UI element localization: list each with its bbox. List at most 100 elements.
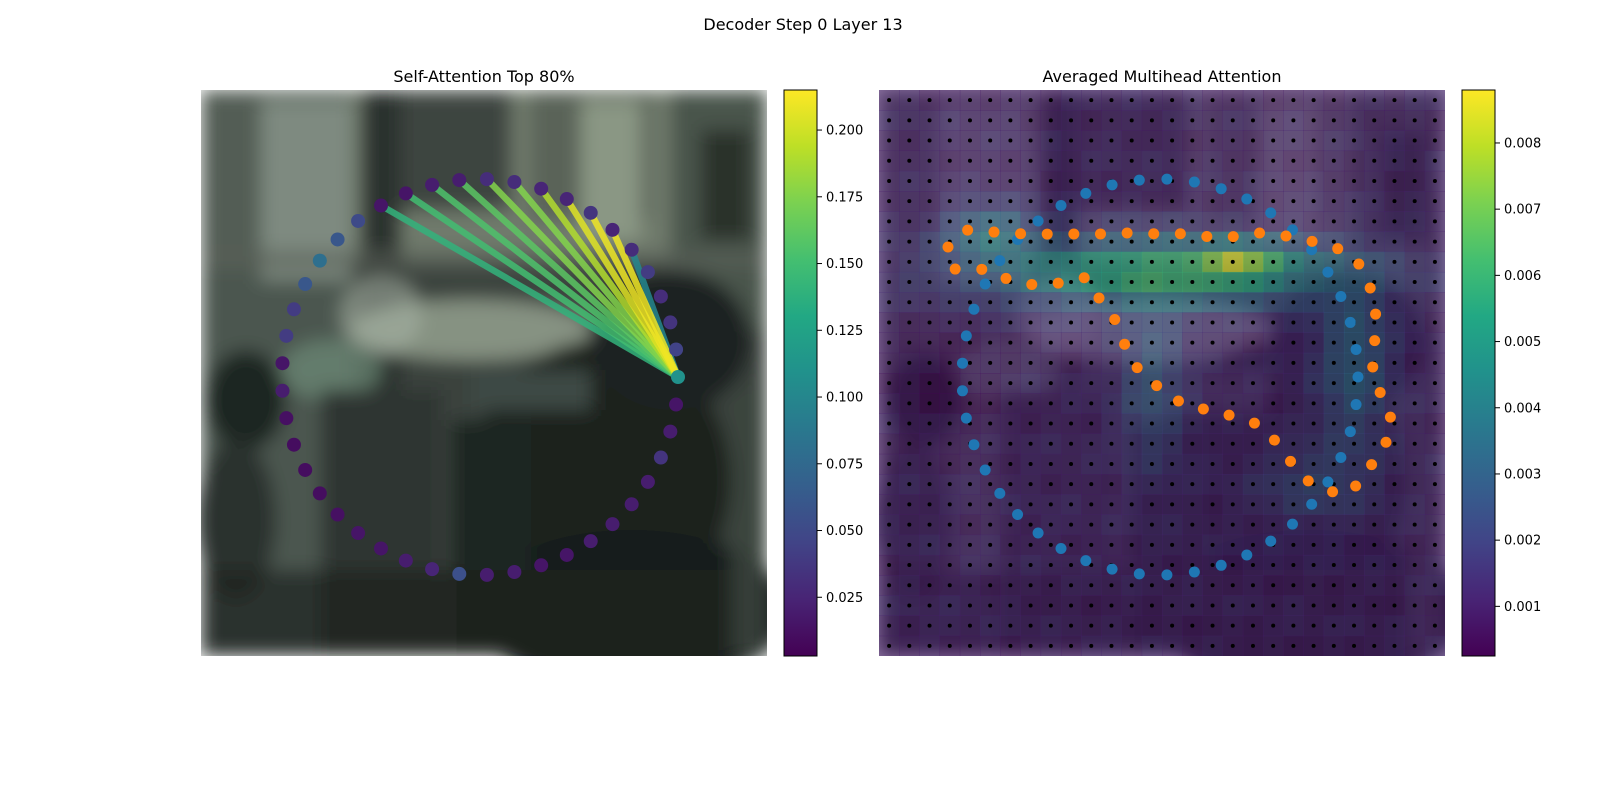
grid-point xyxy=(967,219,972,224)
sampling-point xyxy=(1350,480,1362,492)
grid-point xyxy=(947,563,952,568)
grid-point xyxy=(1149,98,1154,103)
colorbar-tick-label: 0.004 xyxy=(1504,401,1541,416)
grid-point xyxy=(947,158,952,163)
grid-point xyxy=(1170,360,1175,365)
sampling-point xyxy=(942,241,954,253)
grid-point xyxy=(1170,623,1175,628)
grid-point xyxy=(1352,280,1357,285)
grid-point xyxy=(1170,421,1175,426)
grid-point xyxy=(1170,563,1175,568)
grid-point xyxy=(1352,563,1357,568)
grid-point xyxy=(1109,381,1114,386)
grid-point xyxy=(1089,401,1094,406)
reference-point xyxy=(994,255,1006,267)
polygon-vertex xyxy=(559,547,574,562)
sampling-point xyxy=(1254,227,1266,239)
grid-point xyxy=(1129,219,1134,224)
colorbar-tick-label: 0.003 xyxy=(1504,467,1541,482)
grid-point xyxy=(1089,138,1094,143)
grid-point xyxy=(907,259,912,264)
grid-point xyxy=(1311,401,1316,406)
grid-point xyxy=(887,421,892,426)
grid-point xyxy=(1048,158,1053,163)
sampling-point xyxy=(988,226,1000,238)
grid-point xyxy=(1271,239,1276,244)
grid-point xyxy=(1028,603,1033,608)
grid-point xyxy=(1291,563,1296,568)
grid-point xyxy=(1271,98,1276,103)
grid-point xyxy=(927,401,932,406)
grid-point xyxy=(1149,461,1154,466)
grid-point xyxy=(1190,320,1195,325)
grid-point xyxy=(1190,199,1195,204)
sampling-point xyxy=(949,263,961,275)
grid-point xyxy=(1230,138,1235,143)
grid-point xyxy=(1069,563,1074,568)
grid-point xyxy=(1170,280,1175,285)
grid-point xyxy=(1190,239,1195,244)
grid-point xyxy=(1331,461,1336,466)
grid-point xyxy=(1291,239,1296,244)
grid-point xyxy=(967,482,972,487)
grid-point xyxy=(1271,482,1276,487)
grid-point xyxy=(1392,522,1397,527)
grid-point xyxy=(1069,643,1074,648)
grid-point xyxy=(1028,199,1033,204)
sampling-point xyxy=(1369,335,1381,347)
reference-point xyxy=(1352,371,1364,383)
reference-point xyxy=(1350,399,1362,411)
sampling-point xyxy=(1374,387,1386,399)
grid-point xyxy=(1412,623,1417,628)
grid-point xyxy=(1331,643,1336,648)
grid-point xyxy=(988,603,993,608)
reference-point xyxy=(968,439,980,451)
grid-point xyxy=(1250,603,1255,608)
grid-point xyxy=(1271,360,1276,365)
grid-point xyxy=(1008,482,1013,487)
grid-point xyxy=(1129,320,1134,325)
right-colorbar: 0.001 0.002 0.003 0.004 0.005 0.006 0.007 0.008 xyxy=(1461,89,1541,657)
reference-point xyxy=(1188,176,1200,188)
grid-point xyxy=(988,421,993,426)
grid-point xyxy=(1432,421,1437,426)
polygon-vertex xyxy=(275,356,290,371)
grid-point xyxy=(1250,259,1255,264)
sampling-point xyxy=(1000,272,1012,284)
grid-point xyxy=(1311,199,1316,204)
figure-title: Decoder Step 0 Layer 13 xyxy=(703,15,902,34)
grid-point xyxy=(887,158,892,163)
grid-point xyxy=(1331,401,1336,406)
polygon-vertex xyxy=(605,517,620,532)
grid-point xyxy=(1230,482,1235,487)
grid-point xyxy=(1129,98,1134,103)
reference-point xyxy=(1106,179,1118,191)
grid-point xyxy=(887,482,892,487)
grid-point xyxy=(907,98,912,103)
grid-point xyxy=(1170,583,1175,588)
sampling-point xyxy=(1121,227,1133,239)
grid-point xyxy=(967,563,972,568)
grid-point xyxy=(1089,360,1094,365)
sampling-point xyxy=(1119,338,1131,350)
grid-point xyxy=(1028,320,1033,325)
grid-point xyxy=(1271,563,1276,568)
reference-point xyxy=(960,330,972,342)
colorbar-tick-label: 0.075 xyxy=(826,457,863,472)
grid-point xyxy=(1089,158,1094,163)
grid-point xyxy=(1170,98,1175,103)
grid-point xyxy=(1271,118,1276,123)
polygon-vertex xyxy=(624,497,639,512)
grid-point xyxy=(1109,98,1114,103)
grid-point xyxy=(947,461,952,466)
grid-point xyxy=(1250,320,1255,325)
grid-point xyxy=(1129,340,1134,345)
grid-point xyxy=(1109,421,1114,426)
grid-point xyxy=(1392,118,1397,123)
grid-point xyxy=(1008,502,1013,507)
grid-point xyxy=(1412,583,1417,588)
grid-point xyxy=(1149,623,1154,628)
reference-point xyxy=(1215,183,1227,195)
grid-point xyxy=(988,239,993,244)
grid-point xyxy=(907,482,912,487)
